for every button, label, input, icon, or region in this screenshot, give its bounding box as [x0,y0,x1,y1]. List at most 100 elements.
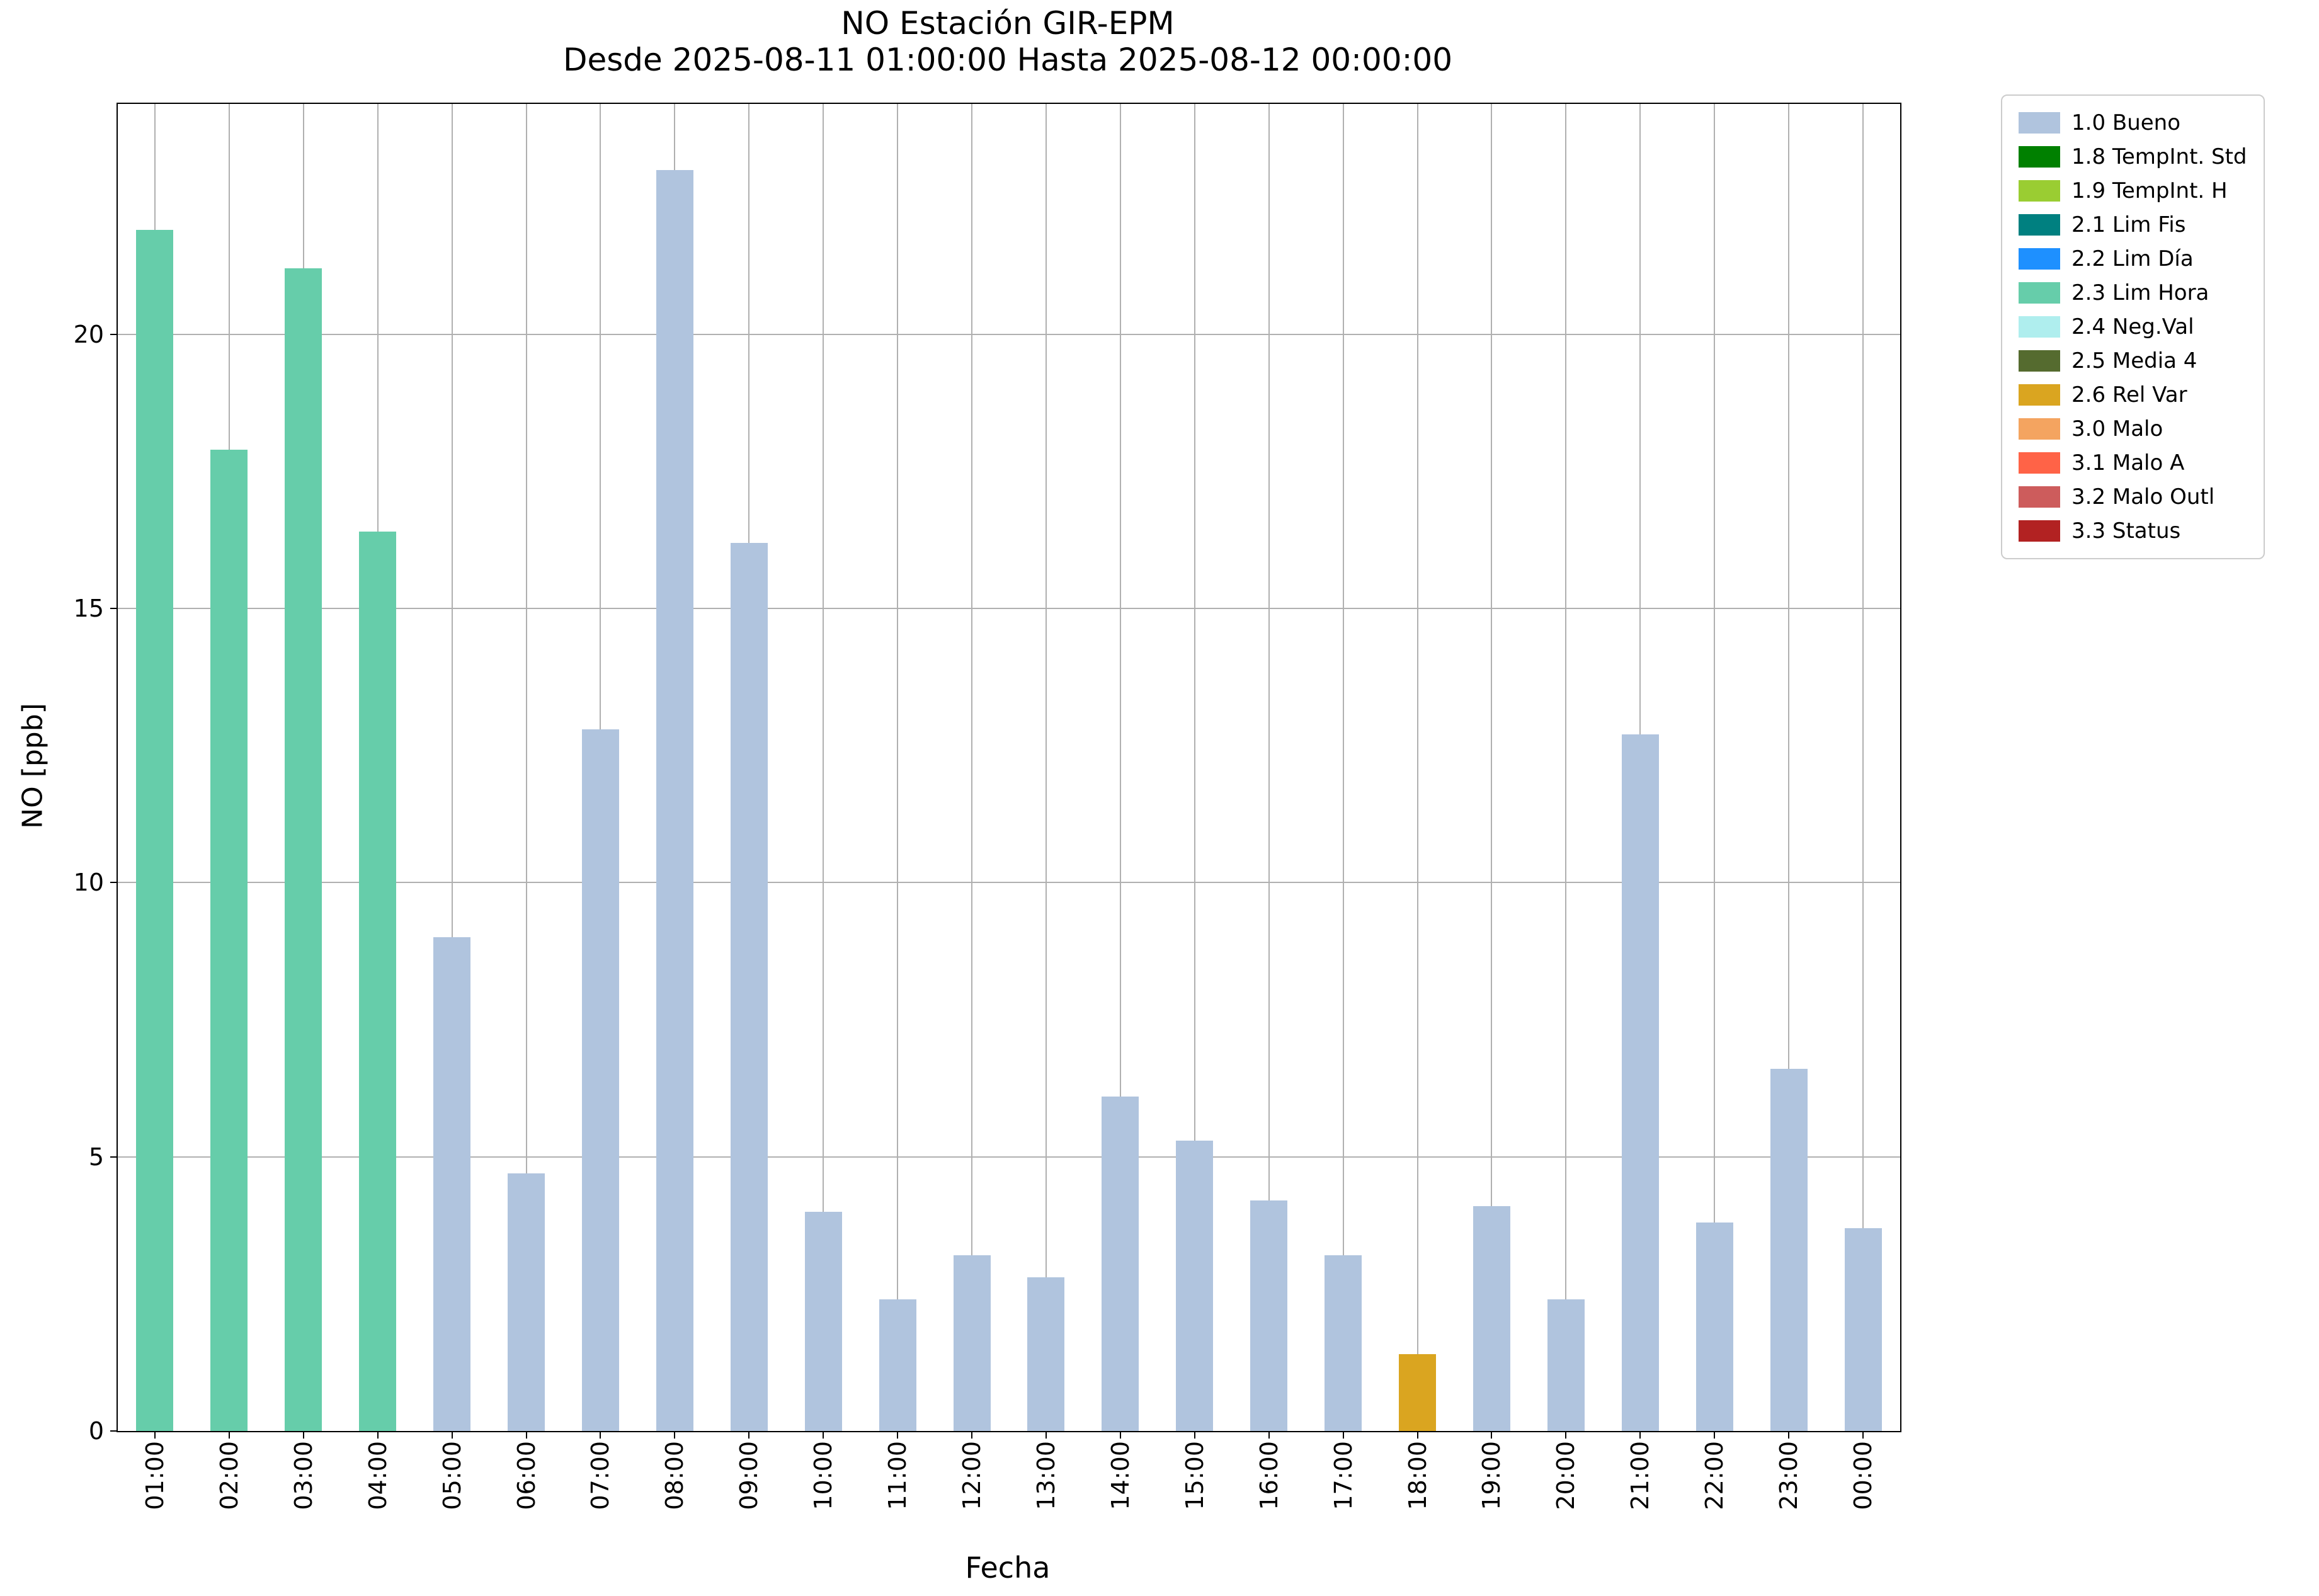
x-tick-mark [897,1431,899,1439]
x-tick-mark [823,1431,824,1439]
legend-swatch [2019,248,2060,270]
x-tick-mark [451,1431,453,1439]
y-tick-mark [110,1430,118,1432]
legend-label: 3.2 Malo Outl [2071,484,2215,510]
legend-item: 1.9 TempInt. H [2019,174,2247,208]
x-tick-mark [748,1431,750,1439]
x-tick-mark [1639,1431,1641,1439]
bar [1845,1228,1882,1431]
bar [1102,1096,1139,1431]
x-tick-mark [525,1431,527,1439]
x-tick-label: 04:00 [364,1441,392,1542]
x-tick-mark [674,1431,676,1439]
x-tick-label-text: 06:00 [512,1441,540,1510]
legend-swatch [2019,282,2060,304]
bar [582,729,619,1431]
x-tick-label-text: 16:00 [1255,1441,1283,1510]
bar [954,1255,991,1431]
bar [656,169,693,1431]
x-tick-label: 07:00 [586,1441,614,1542]
x-tick-mark [228,1431,230,1439]
legend-item: 3.1 Malo A [2019,446,2247,480]
x-tick-label-text: 15:00 [1180,1441,1209,1510]
x-tick-label: 17:00 [1330,1441,1357,1542]
legend-swatch [2019,112,2060,134]
x-tick-mark [1268,1431,1270,1439]
legend-item: 3.3 Status [2019,514,2247,548]
legend-label: 2.1 Lim Fis [2071,212,2186,237]
y-tick-mark [110,608,118,609]
legend-label: 2.3 Lim Hora [2071,280,2209,305]
x-tick-label-text: 08:00 [661,1441,689,1510]
legend-item: 2.6 Rel Var [2019,378,2247,412]
y-axis-label: NO [ppb] [16,703,49,829]
legend-label: 1.9 TempInt. H [2071,178,2228,203]
x-tick-label-text: 00:00 [1849,1441,1877,1510]
x-tick-label: 15:00 [1181,1441,1209,1542]
legend-item: 2.3 Lim Hora [2019,276,2247,310]
x-axis-label: Fecha [965,1551,1051,1585]
gridline-vertical [1194,104,1195,1431]
y-tick-label: 20 [73,320,104,348]
x-tick-label-text: 14:00 [1106,1441,1134,1510]
legend-swatch [2019,214,2060,236]
y-tick-label: 5 [88,1143,104,1171]
legend-swatch [2019,384,2060,406]
x-tick-label-text: 05:00 [438,1441,466,1510]
y-tick-label: 15 [73,595,104,622]
bar [731,542,768,1431]
legend-item: 3.0 Malo [2019,412,2247,446]
x-tick-label-text: 20:00 [1552,1441,1580,1510]
x-tick-label-text: 19:00 [1478,1441,1506,1510]
legend-label: 1.8 TempInt. Std [2071,144,2247,169]
legend-item: 1.8 TempInt. Std [2019,140,2247,174]
x-tick-label-text: 18:00 [1403,1441,1432,1510]
gridline-horizontal [118,1156,1900,1158]
x-tick-label-text: 02:00 [215,1441,243,1510]
x-tick-label-text: 10:00 [809,1441,838,1510]
y-tick-label: 10 [73,869,104,897]
legend-swatch [2019,316,2060,338]
chart-subtitle: Desde 2025-08-11 01:00:00 Hasta 2025-08-… [562,42,1453,78]
bar [1473,1206,1510,1431]
gridline-vertical [1119,104,1121,1431]
x-tick-label-text: 13:00 [1032,1441,1060,1510]
legend-label: 2.2 Lim Día [2071,246,2194,271]
legend-swatch [2019,520,2060,542]
x-tick-label: 09:00 [735,1441,763,1542]
x-tick-label-text: 23:00 [1775,1441,1803,1510]
bar [210,449,248,1431]
x-tick-mark [1045,1431,1047,1439]
x-tick-label: 23:00 [1775,1441,1803,1542]
x-tick-mark [302,1431,304,1439]
x-tick-label-text: 07:00 [586,1441,615,1510]
bar [1547,1299,1585,1431]
x-tick-mark [1862,1431,1864,1439]
gridline-vertical [1045,104,1047,1431]
x-tick-mark [1416,1431,1418,1439]
x-tick-mark [600,1431,601,1439]
legend-label: 2.5 Media 4 [2071,348,2197,373]
gridline-horizontal [118,608,1900,609]
bar [433,937,470,1431]
gridline-vertical [1714,104,1716,1431]
x-tick-label-text: 12:00 [958,1441,986,1510]
x-tick-label: 22:00 [1701,1441,1728,1542]
legend-box: 1.0 Bueno 1.8 TempInt. Std 1.9 TempInt. H 2… [2001,94,2265,559]
gridline-vertical [1565,104,1567,1431]
chart-title-block: NO Estación GIR-EPM Desde 2025-08-11 01:… [117,5,1899,78]
bar [1399,1354,1436,1431]
legend-swatch [2019,486,2060,508]
gridline-vertical [1416,104,1418,1431]
gridline-vertical [1342,104,1344,1431]
legend-item: 2.5 Media 4 [2019,344,2247,378]
y-tick-label: 0 [88,1417,104,1445]
x-tick-mark [971,1431,973,1439]
legend-item: 1.0 Bueno [2019,106,2247,140]
x-tick-label: 02:00 [215,1441,243,1542]
bar [805,1211,842,1431]
gridline-vertical [1788,104,1790,1431]
legend-label: 3.1 Malo A [2071,450,2185,476]
bar [1176,1140,1213,1431]
